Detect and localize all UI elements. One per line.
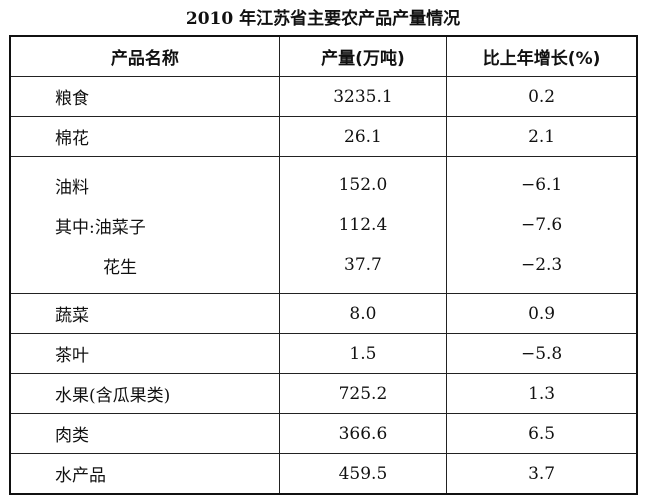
output-value: 37.7: [278, 245, 448, 294]
output-value: 1.5: [278, 333, 448, 374]
header-row: 产品名称 产量(万吨) 比上年增长(%): [9, 35, 638, 77]
output-value: 8.0: [278, 293, 448, 334]
table-row: 棉花 26.1 2.1: [9, 116, 638, 157]
growth-value: 1.3: [446, 373, 638, 414]
product-name: 其中:油菜子: [9, 205, 280, 245]
growth-value: −6.1: [446, 156, 638, 205]
table-row: 肉类 366.6 6.5: [9, 413, 638, 454]
growth-value: −5.8: [446, 333, 638, 374]
product-name: 茶叶: [9, 333, 280, 374]
growth-value: 6.5: [446, 413, 638, 454]
output-value: 366.6: [278, 413, 448, 454]
table-row: 蔬菜 8.0 0.9: [9, 293, 638, 334]
growth-value: 2.1: [446, 116, 638, 157]
product-name: 水产品: [9, 453, 280, 495]
growth-value: −2.3: [446, 245, 638, 294]
header-product-name: 产品名称: [9, 35, 280, 77]
table-row: 茶叶 1.5 −5.8: [9, 333, 638, 374]
table-row: 其中:油菜子 112.4 −7.6: [9, 205, 638, 245]
product-name: 油料: [9, 156, 280, 205]
growth-value: −7.6: [446, 205, 638, 245]
table-row: 油料 152.0 −6.1: [9, 156, 638, 205]
header-growth: 比上年增长(%): [446, 35, 638, 77]
table-row: 花生 37.7 −2.3: [9, 245, 638, 294]
table-row: 水产品 459.5 3.7: [9, 453, 638, 495]
growth-value: 3.7: [446, 453, 638, 495]
output-value: 725.2: [278, 373, 448, 414]
product-name: 蔬菜: [9, 293, 280, 334]
product-name: 棉花: [9, 116, 280, 157]
table-row: 粮食 3235.1 0.2: [9, 76, 638, 117]
output-value: 112.4: [278, 205, 448, 245]
product-name: 肉类: [9, 413, 280, 454]
output-value: 3235.1: [278, 76, 448, 117]
product-name: 水果(含瓜果类): [9, 373, 280, 414]
product-name: 粮食: [9, 76, 280, 117]
product-name: 花生: [9, 245, 280, 294]
output-value: 152.0: [278, 156, 448, 205]
header-output: 产量(万吨): [278, 35, 448, 77]
production-table: 产品名称 产量(万吨) 比上年增长(%) 粮食 3235.1 0.2 棉花 26…: [9, 35, 638, 495]
sub-product-name: 花生: [103, 257, 137, 278]
table-row: 水果(含瓜果类) 725.2 1.3: [9, 373, 638, 414]
table-title: 2010 年江苏省主要农产品产量情况: [185, 9, 461, 29]
growth-value: 0.9: [446, 293, 638, 334]
output-value: 26.1: [278, 116, 448, 157]
output-value: 459.5: [278, 453, 448, 495]
growth-value: 0.2: [446, 76, 638, 117]
